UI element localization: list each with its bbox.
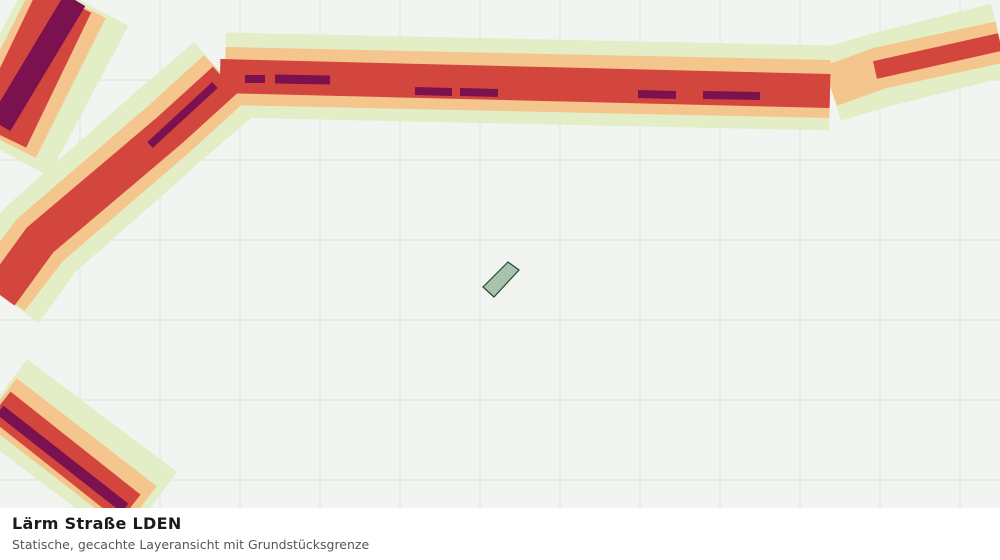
caption-panel: Lärm Straße LDEN Statische, gecachte Lay… <box>0 508 1000 560</box>
layer-subtitle: Statische, gecachte Layeransicht mit Gru… <box>12 537 370 552</box>
noise-zone-very-high <box>0 0 761 508</box>
parcel-boundary[interactable] <box>482 261 520 298</box>
map-view[interactable] <box>0 0 1000 508</box>
layer-title: Lärm Straße LDEN <box>12 514 182 533</box>
